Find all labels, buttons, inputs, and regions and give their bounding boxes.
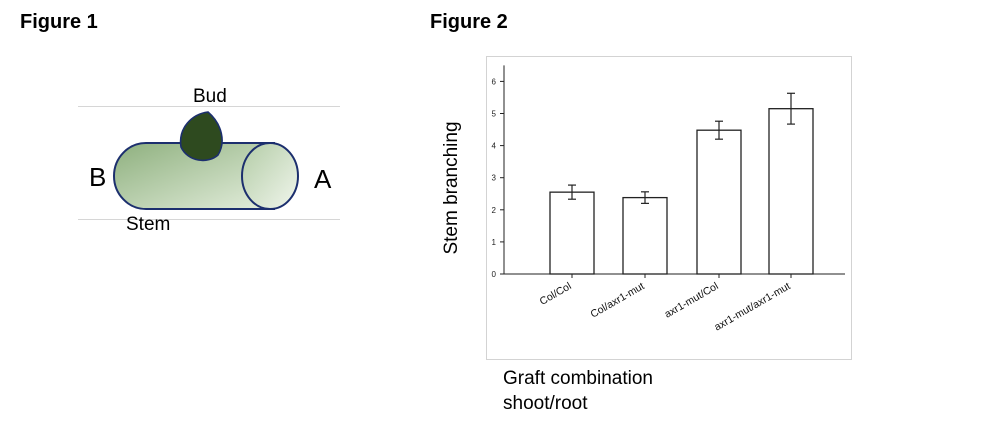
end-b-label: B [89, 162, 107, 192]
y-tick-label: 3 [492, 174, 497, 183]
x-tick-label: Col/Col [538, 280, 574, 308]
x-tick-label: Col/axr1-mut [588, 280, 646, 320]
y-tick-label: 2 [492, 206, 497, 215]
bar-chart: 0 1 2 3 4 5 6 Col/Col Col/axr1-mut axr1-mut/Colax… [492, 65, 845, 333]
end-a-label: A [314, 164, 332, 194]
stem-diagram-panel [78, 106, 340, 220]
x-tick-label: axr1-mut/Col [662, 280, 720, 320]
figure2-title: Figure 2 [430, 11, 508, 33]
chart-frame: 0 1 2 3 4 5 6 Col/Col Col/axr1-mut axr1-mut/Col ax… [486, 56, 852, 360]
x-axis-label: Graft combination shoot/root [503, 366, 653, 416]
y-tick-label: 6 [492, 77, 497, 86]
bar [549, 191, 595, 275]
x-axis-label-line1: Graft combination [503, 368, 653, 389]
bar [622, 196, 668, 275]
figure1-title: Figure 1 [20, 11, 98, 33]
bar [768, 108, 814, 275]
y-axis-label-text: Stem branching [441, 121, 462, 255]
x-tick-label: axr1-mut/axr1-mut [712, 280, 792, 333]
stem-label: Stem [126, 214, 171, 235]
x-axis-label-line2: shoot/root [503, 393, 588, 414]
y-tick-label: 5 [492, 110, 497, 119]
y-tick-label: 4 [492, 142, 497, 151]
bar [696, 129, 742, 275]
y-tick-label: 1 [492, 238, 497, 247]
y-tick-label: 0 [492, 270, 497, 279]
bud-label: Bud [193, 86, 227, 107]
